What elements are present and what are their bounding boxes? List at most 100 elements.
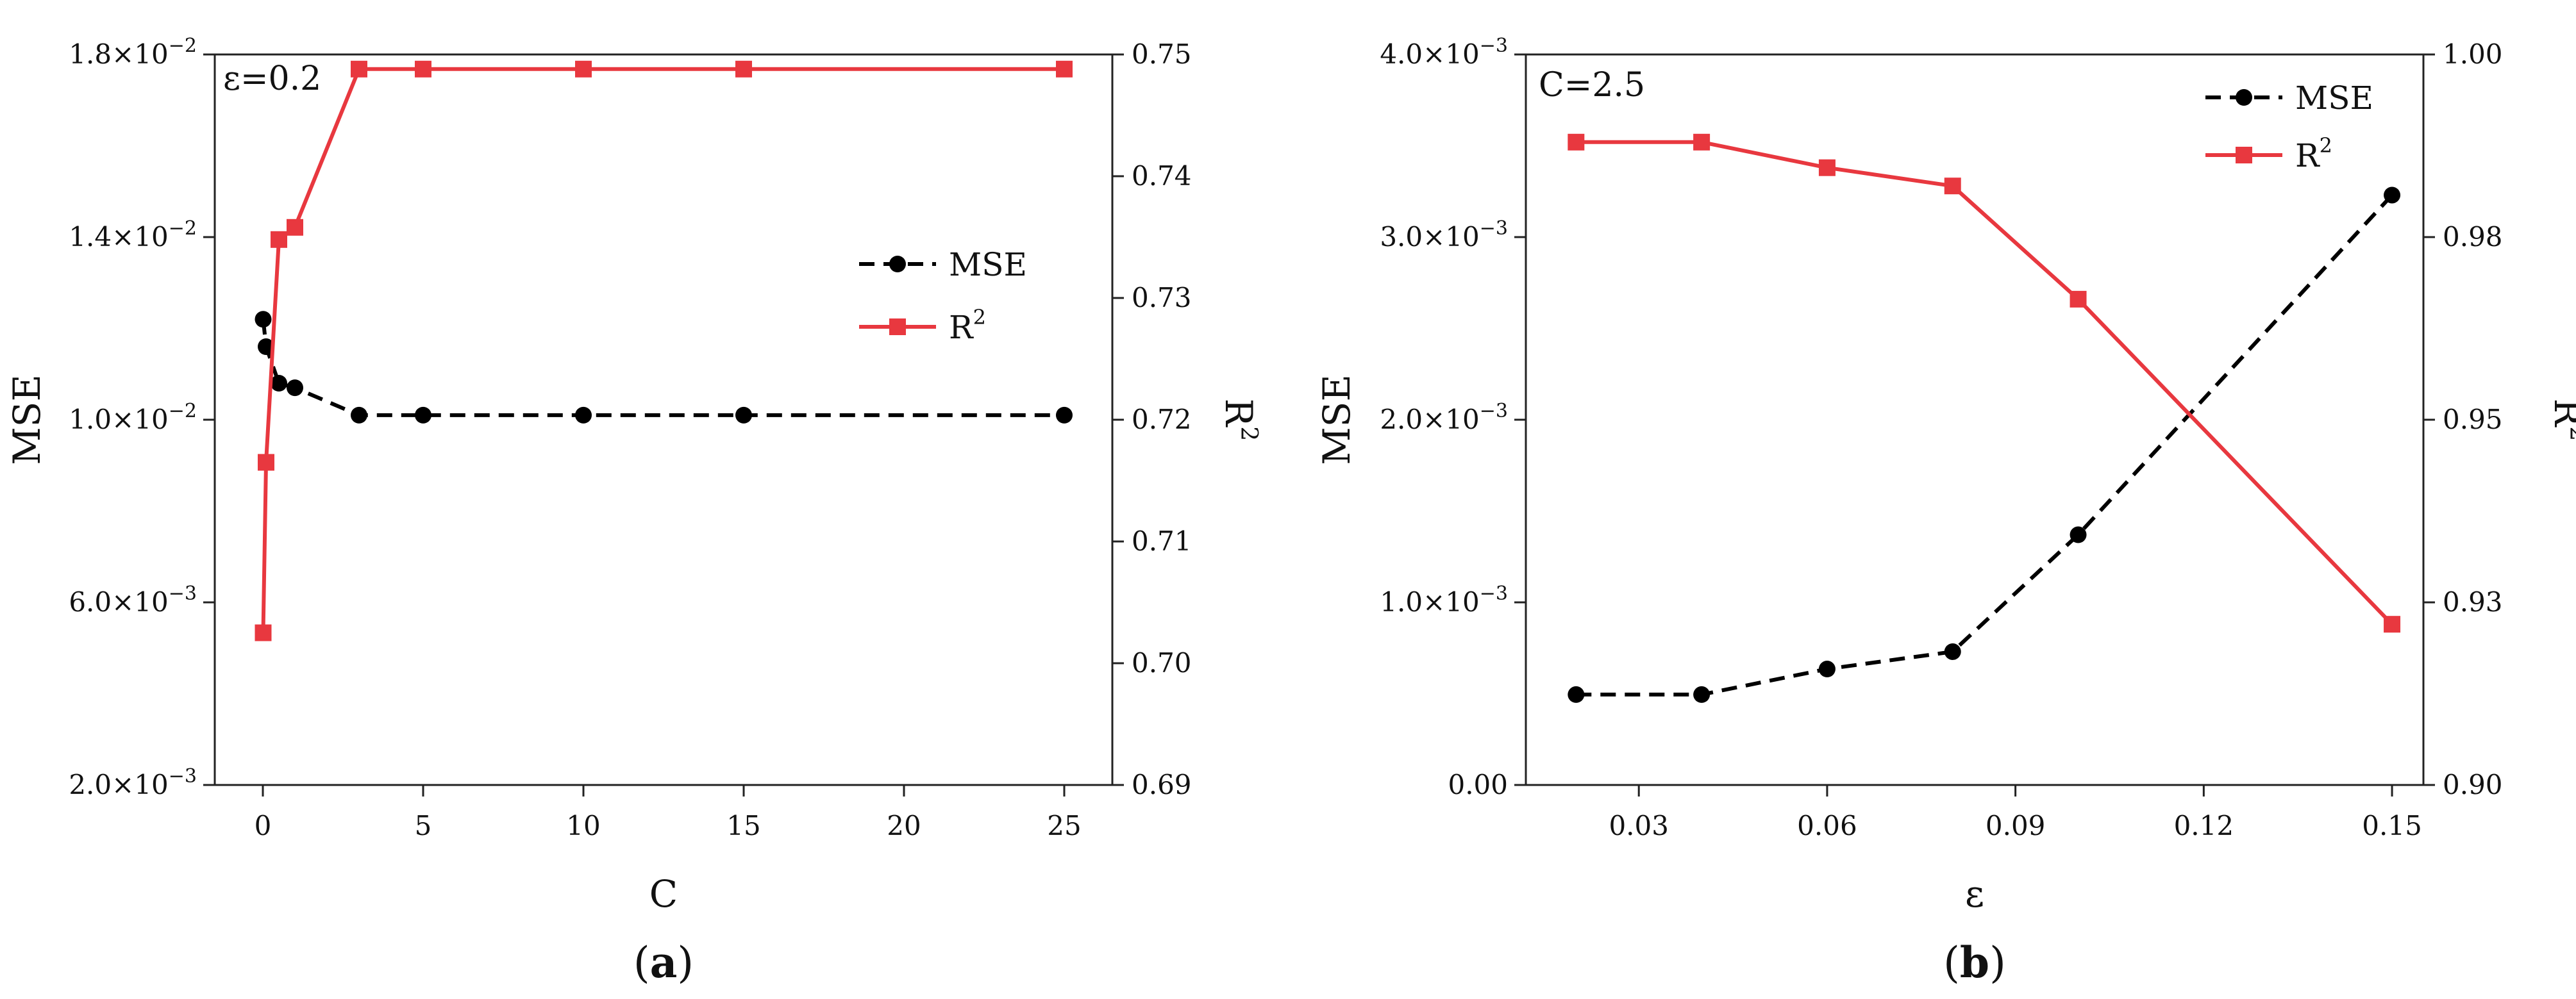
plot-frame-b bbox=[1525, 53, 2425, 786]
point-r2-a bbox=[1056, 60, 1073, 78]
legend-b: MSE R2 bbox=[2205, 79, 2373, 174]
x-tick-label-b: 0.09 bbox=[1986, 810, 2046, 841]
y-left-ticks-a: 2.0×10−3 6.0×10−3 1.0×10−2 1.4×10−2 1.8×10−2 bbox=[69, 35, 215, 800]
y-right-tick-label-a: 0.73 bbox=[1132, 282, 1192, 313]
annotation-b: C=2.5 bbox=[1539, 66, 1645, 104]
point-mse-a bbox=[1056, 406, 1073, 424]
series-line-mse-a bbox=[261, 318, 1064, 417]
point-r2-a bbox=[575, 60, 592, 78]
x-tick-label-b: 0.03 bbox=[1609, 810, 1669, 841]
y-right-tick-label-b: 0.95 bbox=[2443, 404, 2503, 435]
series-line-mse-b bbox=[1576, 194, 2394, 697]
y-right-ticks-a: 0.69 0.70 0.71 0.72 0.73 0.74 0.75 bbox=[1112, 38, 1192, 800]
point-mse-b bbox=[2070, 526, 2087, 543]
point-mse-a bbox=[575, 406, 592, 424]
point-mse-b bbox=[2384, 186, 2401, 204]
x-ticks-a: 0 5 10 15 20 25 bbox=[255, 785, 1082, 841]
legend-mse-marker-a bbox=[889, 256, 906, 272]
legend-r2-marker-b bbox=[2236, 147, 2252, 163]
y-left-tick-label-a: 2.0×10−3 bbox=[69, 765, 197, 800]
legend-a: MSE R2 bbox=[859, 246, 1027, 346]
x-axis-title-a: C bbox=[649, 872, 678, 916]
legend-mse-label-a: MSE bbox=[949, 246, 1027, 283]
x-axis-title-b: ε bbox=[1965, 872, 1984, 916]
point-mse-a bbox=[351, 406, 367, 424]
annotation-a: ε=0.2 bbox=[223, 60, 321, 98]
y-right-tick-label-a: 0.75 bbox=[1132, 38, 1192, 70]
y-left-tick-label-a: 1.0×10−2 bbox=[69, 400, 197, 435]
series-a bbox=[255, 60, 1073, 641]
series-b bbox=[1568, 133, 2401, 703]
point-mse-b bbox=[1693, 686, 1710, 703]
y-right-ticks-b: 0.90 0.93 0.95 0.98 1.00 bbox=[2423, 38, 2503, 800]
x-tick-label-a: 15 bbox=[726, 810, 760, 841]
y-right-tick-label-a: 0.71 bbox=[1132, 525, 1192, 557]
point-r2-a bbox=[258, 454, 274, 471]
y-right-tick-label-a: 0.72 bbox=[1132, 404, 1192, 435]
series-line-r2-b bbox=[1576, 140, 2394, 626]
y-right-tick-label-b: 0.90 bbox=[2443, 769, 2503, 800]
legend-r2-label-a: R2 bbox=[949, 305, 986, 346]
y-right-axis-title-b: R2 bbox=[2546, 399, 2576, 442]
point-r2-b bbox=[1818, 159, 1836, 176]
y-left-tick-label-a: 6.0×10−3 bbox=[69, 582, 197, 618]
y-left-ticks-b: 0.00 1.0×10−3 2.0×10−3 3.0×10−3 4.0×10−3 bbox=[1380, 35, 1526, 800]
point-r2-a bbox=[255, 624, 272, 641]
point-mse-a bbox=[271, 375, 287, 392]
point-r2-b bbox=[2070, 290, 2087, 308]
point-mse-a bbox=[287, 379, 303, 397]
y-right-tick-label-a: 0.70 bbox=[1132, 647, 1192, 679]
point-r2-a bbox=[415, 60, 431, 78]
chart-panel-a: 0 5 10 15 20 25 2.0×10−3 6.0×10−3 1.0×10−2 1.4×1… bbox=[5, 35, 1262, 987]
y-right-tick-label-a: 0.74 bbox=[1132, 160, 1192, 192]
x-tick-label-a: 20 bbox=[887, 810, 921, 841]
point-mse-a bbox=[258, 338, 274, 355]
point-r2-b bbox=[1693, 133, 1710, 151]
caption-b: (b) bbox=[1943, 937, 2006, 987]
x-tick-label-b: 0.06 bbox=[1797, 810, 1857, 841]
y-left-tick-label-b: 4.0×10−3 bbox=[1380, 35, 1508, 70]
x-tick-label-b: 0.15 bbox=[2362, 810, 2422, 841]
legend-mse-marker-b bbox=[2236, 89, 2252, 106]
legend-r2-marker-a bbox=[889, 318, 906, 335]
point-r2-b bbox=[2384, 616, 2401, 633]
plot-frame-a bbox=[213, 53, 1114, 786]
point-r2-a bbox=[287, 219, 303, 236]
legend-r2-label-b: R2 bbox=[2295, 133, 2332, 174]
x-ticks-b: 0.03 0.06 0.09 0.12 0.15 bbox=[1609, 785, 2422, 841]
y-right-tick-label-b: 0.93 bbox=[2443, 586, 2503, 618]
point-r2-b bbox=[1568, 133, 1585, 151]
point-mse-b bbox=[1818, 661, 1836, 678]
y-left-tick-label-b: 3.0×10−3 bbox=[1380, 217, 1508, 252]
x-tick-label-b: 0.12 bbox=[2174, 810, 2234, 841]
series-line-r2-a bbox=[261, 67, 1064, 633]
point-mse-b bbox=[1568, 686, 1585, 703]
y-left-tick-label-a: 1.8×10−2 bbox=[69, 35, 197, 70]
point-mse-a bbox=[255, 311, 272, 328]
point-mse-a bbox=[735, 406, 752, 424]
y-right-axis-title-a: R2 bbox=[1217, 399, 1262, 442]
y-left-axis-title-b: MSE bbox=[1315, 374, 1359, 465]
y-left-tick-label-a: 1.4×10−2 bbox=[69, 217, 197, 252]
y-right-tick-label-b: 1.00 bbox=[2443, 38, 2503, 70]
point-mse-a bbox=[415, 406, 431, 424]
x-tick-label-a: 0 bbox=[255, 810, 272, 841]
y-left-tick-label-b: 1.0×10−3 bbox=[1380, 582, 1508, 618]
x-tick-label-a: 25 bbox=[1047, 810, 1081, 841]
x-tick-label-a: 5 bbox=[415, 810, 432, 841]
y-right-tick-label-a: 0.69 bbox=[1132, 769, 1192, 800]
chart-panel-b: 0.03 0.06 0.09 0.12 0.15 0.00 1.0×10−3 2.0×10−… bbox=[1315, 35, 2576, 987]
y-left-tick-label-b: 2.0×10−3 bbox=[1380, 400, 1508, 435]
point-r2-a bbox=[271, 231, 287, 248]
point-r2-a bbox=[735, 60, 752, 78]
y-left-tick-label-b: 0.00 bbox=[1448, 769, 1508, 800]
legend-mse-label-b: MSE bbox=[2295, 79, 2373, 117]
caption-a: (a) bbox=[633, 937, 694, 987]
point-r2-a bbox=[351, 60, 367, 78]
point-mse-b bbox=[1944, 643, 1961, 660]
y-right-tick-label-b: 0.98 bbox=[2443, 221, 2503, 252]
point-r2-b bbox=[1944, 178, 1961, 195]
y-left-axis-title-a: MSE bbox=[5, 374, 49, 465]
x-tick-label-a: 10 bbox=[566, 810, 600, 841]
